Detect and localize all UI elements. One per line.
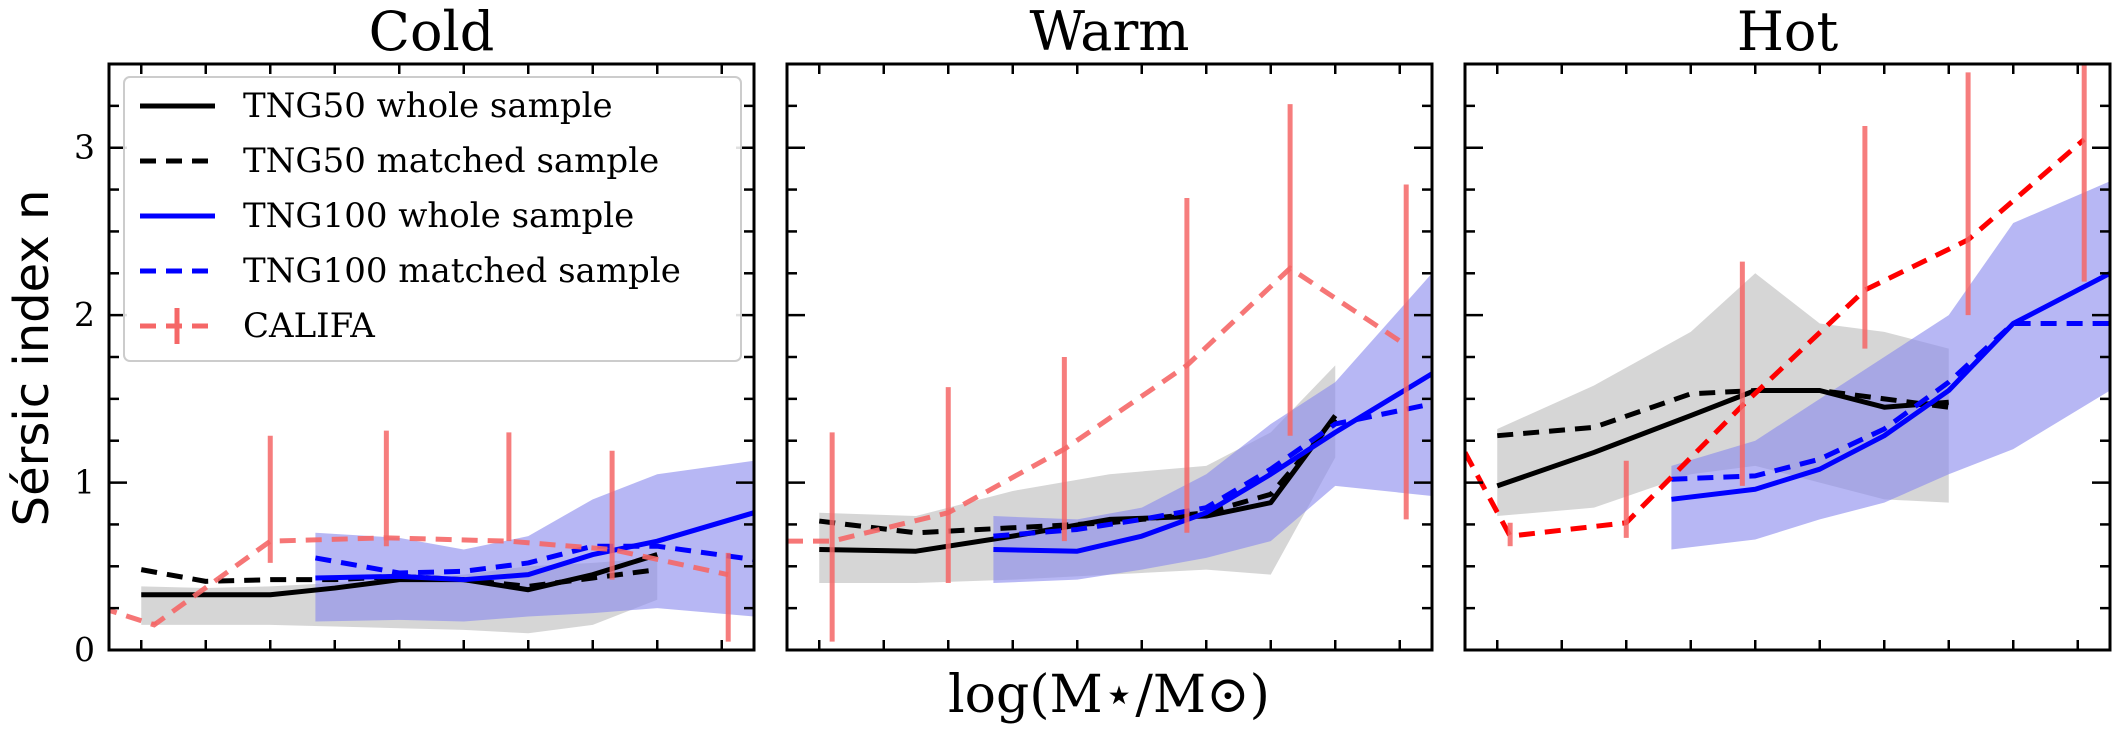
legend-label: TNG50 matched sample (243, 141, 659, 181)
panel-warm: Warm (785, 0, 1434, 652)
tng100-whole-sample-line (1671, 271, 2110, 502)
tng100-whole-sample-line (993, 371, 1432, 554)
legend-label: TNG100 whole sample (243, 196, 634, 236)
tng100-matched-sample-line (1671, 321, 2110, 482)
legend-label: TNG50 whole sample (243, 86, 613, 126)
panel-title: Hot (1737, 0, 1839, 63)
y-tick-label: 2 (74, 295, 95, 334)
legend-label: CALIFA (243, 306, 375, 346)
y-tick-label: 0 (74, 630, 95, 669)
panel-hot: Hot (1463, 0, 2112, 652)
y-tick-label: 1 (74, 463, 95, 502)
plot-area (1465, 64, 2110, 550)
plot-area (109, 430, 754, 642)
panel-title: Warm (1029, 0, 1189, 63)
tng100-whole-sample-line (315, 510, 754, 583)
plot-area (787, 104, 1432, 642)
legend-label: TNG100 matched sample (243, 251, 681, 291)
y-axis-label: Sérsic index n (4, 190, 60, 527)
tng50-whole-sample-line (819, 414, 1338, 554)
x-axis-label: log(M⋆/M⊙) (948, 665, 1270, 725)
tng100-range-band (315, 460, 754, 622)
y-tick-label: 3 (74, 128, 95, 167)
tng100-range-band (1671, 181, 2110, 550)
tng100-matched-sample-line (314, 543, 754, 576)
panel-title: Cold (369, 0, 495, 63)
tng50-matched-sample-line (140, 567, 658, 589)
legend: TNG50 whole sample TNG50 matched sample TN… (123, 76, 742, 362)
legend-box (123, 76, 742, 362)
tng100-matched-sample-line (993, 401, 1432, 539)
panel-cold: 0 1 2 3 Cold TNG50 whole sample TNG50 matched … (74, 0, 756, 669)
tng50-whole-sample-line (141, 552, 658, 598)
